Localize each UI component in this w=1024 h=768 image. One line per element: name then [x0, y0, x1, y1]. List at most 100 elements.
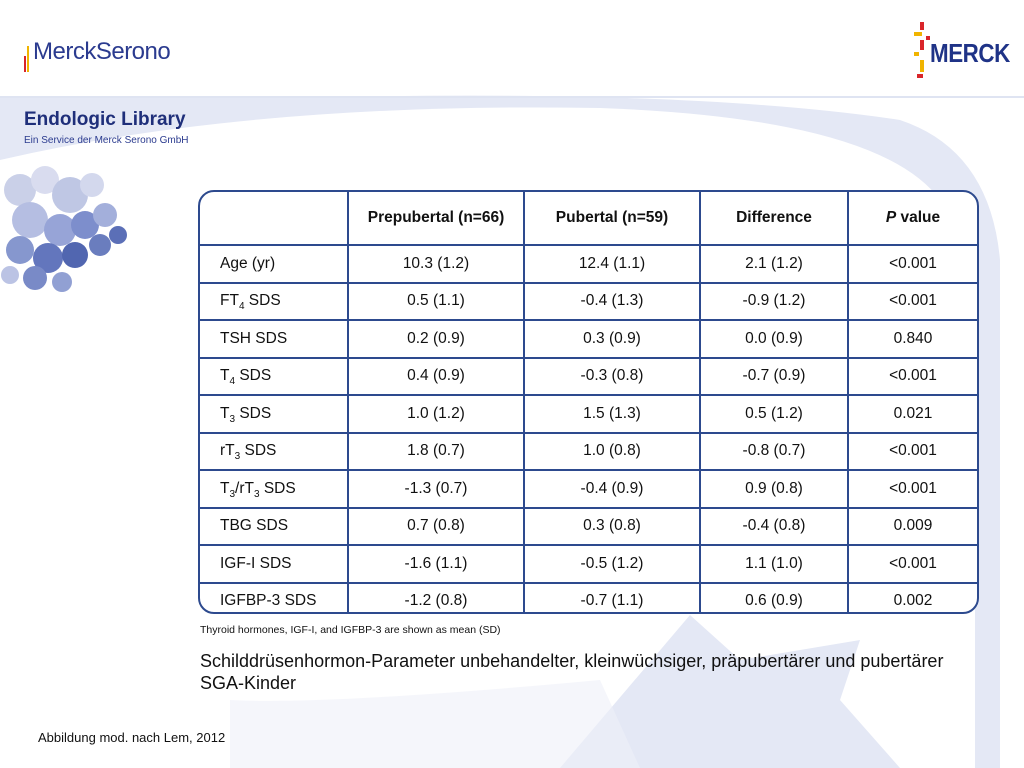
- param-text: Age (yr): [220, 254, 276, 272]
- header-divider: [0, 96, 1024, 98]
- param-suffix: SDS: [244, 292, 281, 310]
- header-pubertal: Pubertal (n=59): [523, 192, 701, 246]
- param-suffix-2: SDS: [259, 479, 296, 497]
- cell-prepubertal: 0.7 (0.8): [347, 506, 525, 546]
- table-footnote: Thyroid hormones, IGF-I, and IGFBP-3 are…: [200, 624, 501, 636]
- table-row: Age (yr) 10.3 (1.2) 12.4 (1.1) 2.1 (1.2)…: [200, 244, 977, 284]
- header-difference: Difference: [699, 192, 849, 246]
- table-row: T4 SDS 0.4 (0.9) -0.3 (0.8) -0.7 (0.9) <…: [200, 356, 977, 396]
- cell-prepubertal: 0.5 (1.1): [347, 281, 525, 321]
- figure-caption: Schilddrüsenhormon-Parameter unbehandelt…: [200, 651, 944, 693]
- cell-p-value: <0.001: [847, 356, 977, 396]
- library-subtitle: Ein Service der Merck Serono GmbH: [24, 135, 189, 146]
- cell-p-value: 0.009: [847, 506, 977, 546]
- cell-pubertal: -0.4 (1.3): [523, 281, 701, 321]
- table-row: IGFBP-3 SDS -1.2 (0.8) -0.7 (1.1) 0.6 (0…: [200, 581, 977, 612]
- cell-prepubertal: 0.2 (0.9): [347, 319, 525, 359]
- param-subscript: 3: [229, 488, 236, 500]
- header-parameter: [200, 192, 349, 246]
- param-suffix: SDS: [240, 442, 277, 460]
- cell-prepubertal: 1.8 (0.7): [347, 431, 525, 471]
- cell-prepubertal: 0.4 (0.9): [347, 356, 525, 396]
- cell-p-value: <0.001: [847, 469, 977, 509]
- param-subscript: 4: [229, 376, 236, 388]
- param-subscript-2: 3: [253, 488, 260, 500]
- cell-parameter: Age (yr): [200, 244, 349, 284]
- cell-pubertal: 1.0 (0.8): [523, 431, 701, 471]
- cell-parameter: rT3 SDS: [200, 431, 349, 471]
- param-subscript: 3: [229, 413, 236, 425]
- cell-pubertal: 1.5 (1.3): [523, 394, 701, 434]
- cell-prepubertal: -1.2 (0.8): [347, 581, 525, 612]
- cell-p-value: 0.002: [847, 581, 977, 612]
- table-row: rT3 SDS 1.8 (0.7) 1.0 (0.8) -0.8 (0.7) <…: [200, 431, 977, 471]
- cell-difference: -0.9 (1.2): [699, 281, 849, 321]
- cell-difference: -0.7 (0.9): [699, 356, 849, 396]
- cell-difference: 0.6 (0.9): [699, 581, 849, 612]
- param-subscript: 4: [238, 301, 245, 313]
- cell-p-value: <0.001: [847, 431, 977, 471]
- param-text: T: [220, 479, 230, 497]
- table-row: TSH SDS 0.2 (0.9) 0.3 (0.9) 0.0 (0.9) 0.…: [200, 319, 977, 359]
- table-row: FT4 SDS 0.5 (1.1) -0.4 (1.3) -0.9 (1.2) …: [200, 281, 977, 321]
- cell-p-value: <0.001: [847, 281, 977, 321]
- cell-difference: -0.4 (0.8): [699, 506, 849, 546]
- table-header-row: Prepubertal (n=66) Pubertal (n=59) Diffe…: [200, 192, 977, 246]
- cell-parameter: T3/rT3 SDS: [200, 469, 349, 509]
- table-row: IGF-I SDS -1.6 (1.1) -0.5 (1.2) 1.1 (1.0…: [200, 544, 977, 584]
- cell-pubertal: -0.4 (0.9): [523, 469, 701, 509]
- cell-p-value: 0.840: [847, 319, 977, 359]
- cell-parameter: IGF-I SDS: [200, 544, 349, 584]
- merck-logo: MERCK: [914, 22, 1010, 82]
- cell-pubertal: 0.3 (0.9): [523, 319, 701, 359]
- param-text: IGFBP-3 SDS: [220, 592, 317, 610]
- cell-p-value: <0.001: [847, 244, 977, 284]
- header-prepubertal: Prepubertal (n=66): [347, 192, 525, 246]
- merck-serono-wordmark: MerckSerono: [33, 38, 171, 65]
- cell-difference: 0.5 (1.2): [699, 394, 849, 434]
- cell-p-value: <0.001: [847, 544, 977, 584]
- cell-parameter: TSH SDS: [200, 319, 349, 359]
- param-suffix: SDS: [235, 404, 272, 422]
- table-row: T3 SDS 1.0 (1.2) 1.5 (1.3) 0.5 (1.2) 0.0…: [200, 394, 977, 434]
- param-text: TSH SDS: [220, 329, 288, 347]
- cell-parameter: T3 SDS: [200, 394, 349, 434]
- cell-parameter: T4 SDS: [200, 356, 349, 396]
- header-p-value-italic: P: [885, 209, 897, 226]
- header-p-value: P value: [847, 192, 977, 246]
- cell-prepubertal: -1.3 (0.7): [347, 469, 525, 509]
- cell-difference: 1.1 (1.0): [699, 544, 849, 584]
- cell-difference: -0.8 (0.7): [699, 431, 849, 471]
- cell-difference: 0.0 (0.9): [699, 319, 849, 359]
- param-text: T: [220, 404, 230, 422]
- param-subscript: 3: [234, 451, 241, 463]
- protein-molecule-image: [1, 166, 127, 292]
- library-title: Endologic Library: [24, 109, 186, 130]
- cell-pubertal: -0.5 (1.2): [523, 544, 701, 584]
- param-text: rT: [220, 442, 235, 460]
- cell-parameter: TBG SDS: [200, 506, 349, 546]
- cell-prepubertal: 10.3 (1.2): [347, 244, 525, 284]
- param-text: IGF-I SDS: [220, 554, 292, 572]
- cell-parameter: FT4 SDS: [200, 281, 349, 321]
- source-citation: Abbildung mod. nach Lem, 2012: [38, 730, 226, 745]
- cell-difference: 2.1 (1.2): [699, 244, 849, 284]
- header-p-value-rest: value: [896, 209, 941, 226]
- cell-prepubertal: 1.0 (1.2): [347, 394, 525, 434]
- cell-prepubertal: -1.6 (1.1): [347, 544, 525, 584]
- param-suffix: SDS: [235, 367, 272, 385]
- param-text: TBG SDS: [220, 517, 289, 535]
- cell-parameter: IGFBP-3 SDS: [200, 581, 349, 612]
- cell-pubertal: 0.3 (0.8): [523, 506, 701, 546]
- cell-difference: 0.9 (0.8): [699, 469, 849, 509]
- cell-pubertal: -0.3 (0.8): [523, 356, 701, 396]
- merck-serono-logo-mark: [24, 46, 30, 72]
- param-text: FT: [220, 292, 239, 310]
- table-row: TBG SDS 0.7 (0.8) 0.3 (0.8) -0.4 (0.8) 0…: [200, 506, 977, 546]
- thyroid-parameter-table: Prepubertal (n=66) Pubertal (n=59) Diffe…: [200, 192, 977, 612]
- param-suffix: /rT: [235, 479, 254, 497]
- cell-pubertal: -0.7 (1.1): [523, 581, 701, 612]
- cell-p-value: 0.021: [847, 394, 977, 434]
- param-text: T: [220, 367, 230, 385]
- merck-wordmark: MERCK: [930, 38, 1010, 68]
